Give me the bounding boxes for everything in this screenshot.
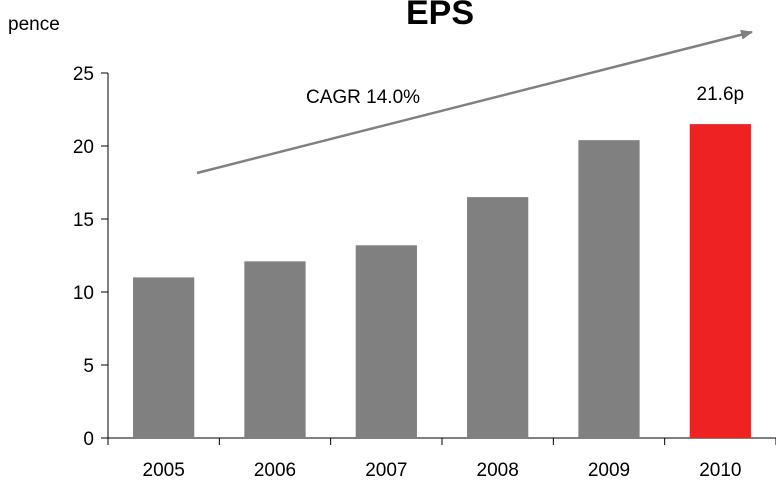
bar-2005 [133, 277, 195, 438]
y-tick-label: 5 [83, 356, 94, 377]
data-label-2010: 21.6p [697, 84, 745, 105]
x-tick-label: 2005 [143, 460, 185, 481]
y-axis-unit-label: pence [8, 14, 60, 35]
bar-2007 [355, 245, 417, 438]
y-tick-label: 0 [83, 429, 94, 450]
y-tick-label: 25 [73, 64, 94, 85]
bar-2010 [689, 124, 751, 438]
bars [133, 124, 751, 438]
y-tick-label: 20 [73, 137, 94, 158]
x-tick-label: 2007 [365, 460, 407, 481]
x-tick-label: 2010 [699, 460, 741, 481]
y-tick-label: 15 [73, 210, 94, 231]
x-tick-label: 2006 [254, 460, 296, 481]
y-axis: 0 5 10 15 20 25 [73, 64, 109, 450]
bar-2008 [467, 197, 529, 438]
bar-2006 [244, 261, 306, 438]
cagr-annotation: CAGR 14.0% [306, 87, 420, 108]
chart-title: EPS [406, 0, 474, 32]
bar-2009 [578, 140, 640, 438]
y-tick-label: 10 [73, 283, 94, 304]
x-tick-label: 2008 [477, 460, 519, 481]
cagr-trend-arrow [196, 29, 753, 175]
x-tick-label: 2009 [588, 460, 630, 481]
x-axis: 2005 2006 2007 2008 2009 2010 [107, 437, 776, 481]
